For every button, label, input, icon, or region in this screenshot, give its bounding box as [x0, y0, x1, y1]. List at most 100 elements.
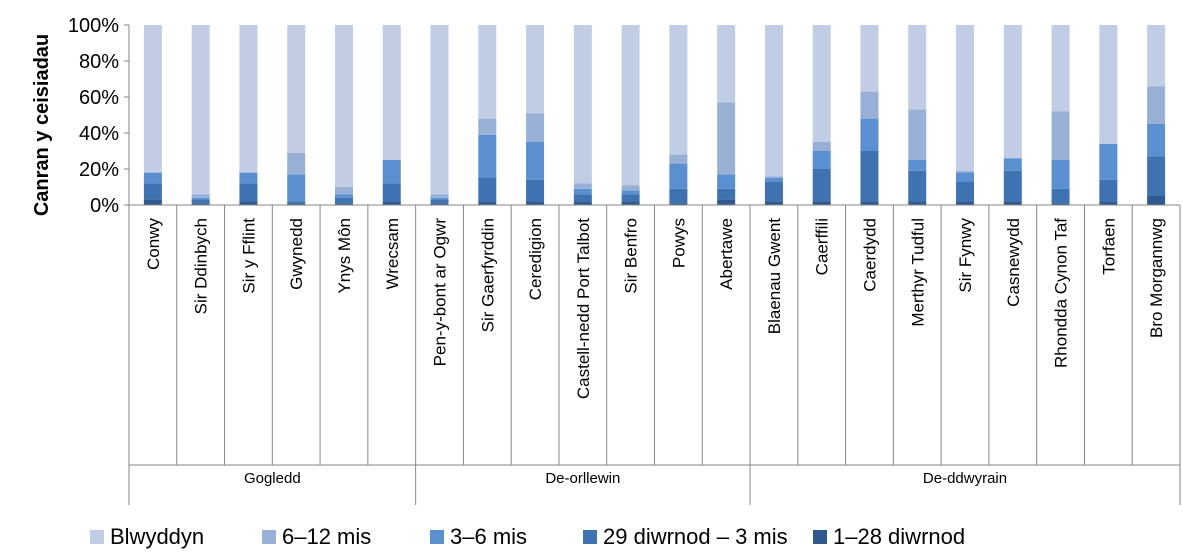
bar-segment [908, 170, 927, 202]
legend-label: 1–28 diwrnod [833, 524, 965, 549]
y-tick-label: 80% [79, 51, 119, 73]
bar-segment [669, 163, 688, 189]
bar-segment [1051, 160, 1070, 189]
bar-segment [478, 134, 497, 178]
legend-swatch [430, 530, 444, 544]
bar-segment [1003, 170, 1022, 202]
bar-segment [764, 178, 783, 182]
group-label: Gogledd [244, 470, 301, 487]
bar-segment [430, 203, 449, 205]
bar-segment [717, 199, 736, 205]
bar-segment [191, 194, 210, 198]
bar-segment [860, 118, 879, 151]
bar-segment [764, 25, 783, 177]
category-label: Ynys Môn [335, 218, 354, 294]
category-label: Abertawe [717, 218, 736, 290]
bar-segment [430, 194, 449, 198]
bar-segment [1099, 25, 1118, 144]
bar-segment [191, 203, 210, 205]
bar-segment [143, 172, 162, 184]
bar-segment [717, 174, 736, 189]
legend-swatch [262, 530, 276, 544]
bar-segment [526, 25, 545, 114]
bar-segment [1051, 111, 1070, 160]
bar-segment [812, 201, 831, 205]
bar-segment [860, 25, 879, 92]
bar-segment [478, 25, 497, 119]
bar-segment [1147, 124, 1166, 157]
bar-segment [287, 201, 306, 204]
group-label: De-orllewin [545, 470, 620, 487]
bar-segment [717, 25, 736, 103]
category-label: Conwy [144, 218, 163, 270]
bar-segment [526, 113, 545, 142]
category-label: Sir Benfro [622, 218, 641, 294]
bar-segment [1003, 201, 1022, 205]
bar-segment [526, 201, 545, 205]
bar-segment [334, 197, 353, 204]
bar-segment [287, 152, 306, 175]
bar-segment [239, 172, 258, 184]
bar-segment [1147, 196, 1166, 205]
bar-segment [334, 187, 353, 195]
category-label: Powys [669, 218, 688, 268]
category-label: Merthyr Tudful [908, 218, 927, 327]
bar-segment [764, 201, 783, 205]
category-label: Casnewydd [1004, 218, 1023, 307]
bar-segment [287, 203, 306, 205]
category-label: Wrecsam [383, 218, 402, 289]
bar-segment [1147, 86, 1166, 124]
category-label: Caerdydd [860, 218, 879, 292]
y-tick-label: 0% [90, 195, 119, 217]
legend-swatch [813, 530, 827, 544]
bar-segment [1099, 143, 1118, 180]
bar-segment [1051, 203, 1070, 205]
bar-segment [621, 190, 640, 195]
bar-segment [191, 25, 210, 195]
category-label: Torfaen [1099, 218, 1118, 275]
bar-segment [956, 172, 975, 182]
legend-label: Blwyddyn [110, 524, 204, 549]
bar-segment [382, 160, 401, 184]
bar-segment [191, 199, 210, 204]
bar-segment [143, 199, 162, 205]
y-tick-label: 100% [68, 15, 119, 37]
category-label: Castell-nedd Port Talbot [574, 218, 593, 399]
bar-segment [239, 183, 258, 202]
bar-segment [1147, 156, 1166, 196]
bar-segment [1003, 158, 1022, 171]
bar-segment [1147, 25, 1166, 87]
category-label: Sir Gaerfyrddin [478, 218, 497, 332]
bar-segment [812, 25, 831, 142]
category-label: Sir y Fflint [239, 218, 258, 294]
bar-segment [526, 142, 545, 180]
bar-segment [287, 174, 306, 202]
category-label: Pen-y-bont ar Ogwr [431, 218, 450, 367]
legend-label: 6–12 mis [282, 524, 371, 549]
y-axis-title: Canran y ceisiadau [31, 34, 53, 216]
bar-segment [860, 91, 879, 119]
bar-segment [478, 118, 497, 135]
bar-segment [334, 194, 353, 198]
bar-segment [669, 188, 688, 204]
bar-segment [143, 25, 162, 173]
category-label: Gwynedd [287, 218, 306, 290]
category-label: Sir Ddinbych [192, 218, 211, 314]
bar-segment [908, 201, 927, 205]
bar-segment [669, 154, 688, 164]
bar-segment [478, 201, 497, 205]
legend-swatch [583, 530, 597, 544]
bar-segment [430, 25, 449, 195]
y-tick-label: 60% [79, 87, 119, 109]
bar-segment [764, 176, 783, 178]
bar-segment [382, 183, 401, 202]
category-label: Bro Morgannwg [1147, 218, 1166, 338]
y-tick-label: 20% [79, 159, 119, 181]
legend-swatch [90, 530, 104, 544]
legend-label: 3–6 mis [450, 524, 527, 549]
bar-segment [382, 201, 401, 205]
bar-segment [526, 179, 545, 202]
bar-segment [669, 25, 688, 155]
category-label: Rhondda Cynon Taf [1052, 218, 1071, 368]
bar-segment [908, 160, 927, 171]
